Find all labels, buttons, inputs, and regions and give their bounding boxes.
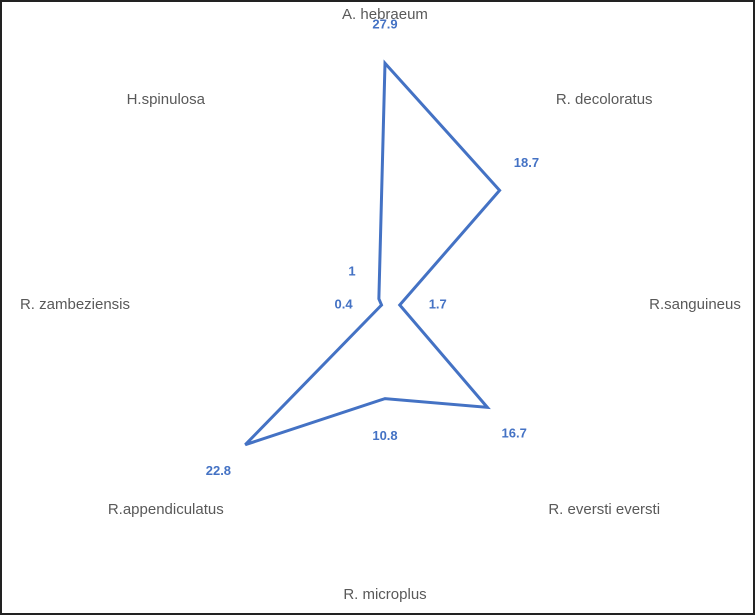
data-label: 1.7 [429,296,447,311]
data-label: 10.8 [372,428,397,443]
data-label: 18.7 [514,155,539,170]
data-label: 16.7 [502,426,527,441]
data-label: 27.9 [372,17,397,32]
axis-label: A. hebraeum [342,6,428,23]
axis-label: R. eversti eversti [548,501,660,518]
axis-label: R.sanguineus [649,296,741,313]
data-label: 22.8 [206,463,231,478]
axis-label: H.spinulosa [127,91,206,108]
series-line [244,59,502,447]
axis-label: R. decoloratus [556,91,653,108]
axis-label: R.appendiculatus [108,501,224,518]
axis-label: R. zambeziensis [20,296,130,313]
data-label: 0.4 [334,296,353,311]
data-label: 1 [348,263,355,278]
axis-label: R. microplus [343,586,426,603]
